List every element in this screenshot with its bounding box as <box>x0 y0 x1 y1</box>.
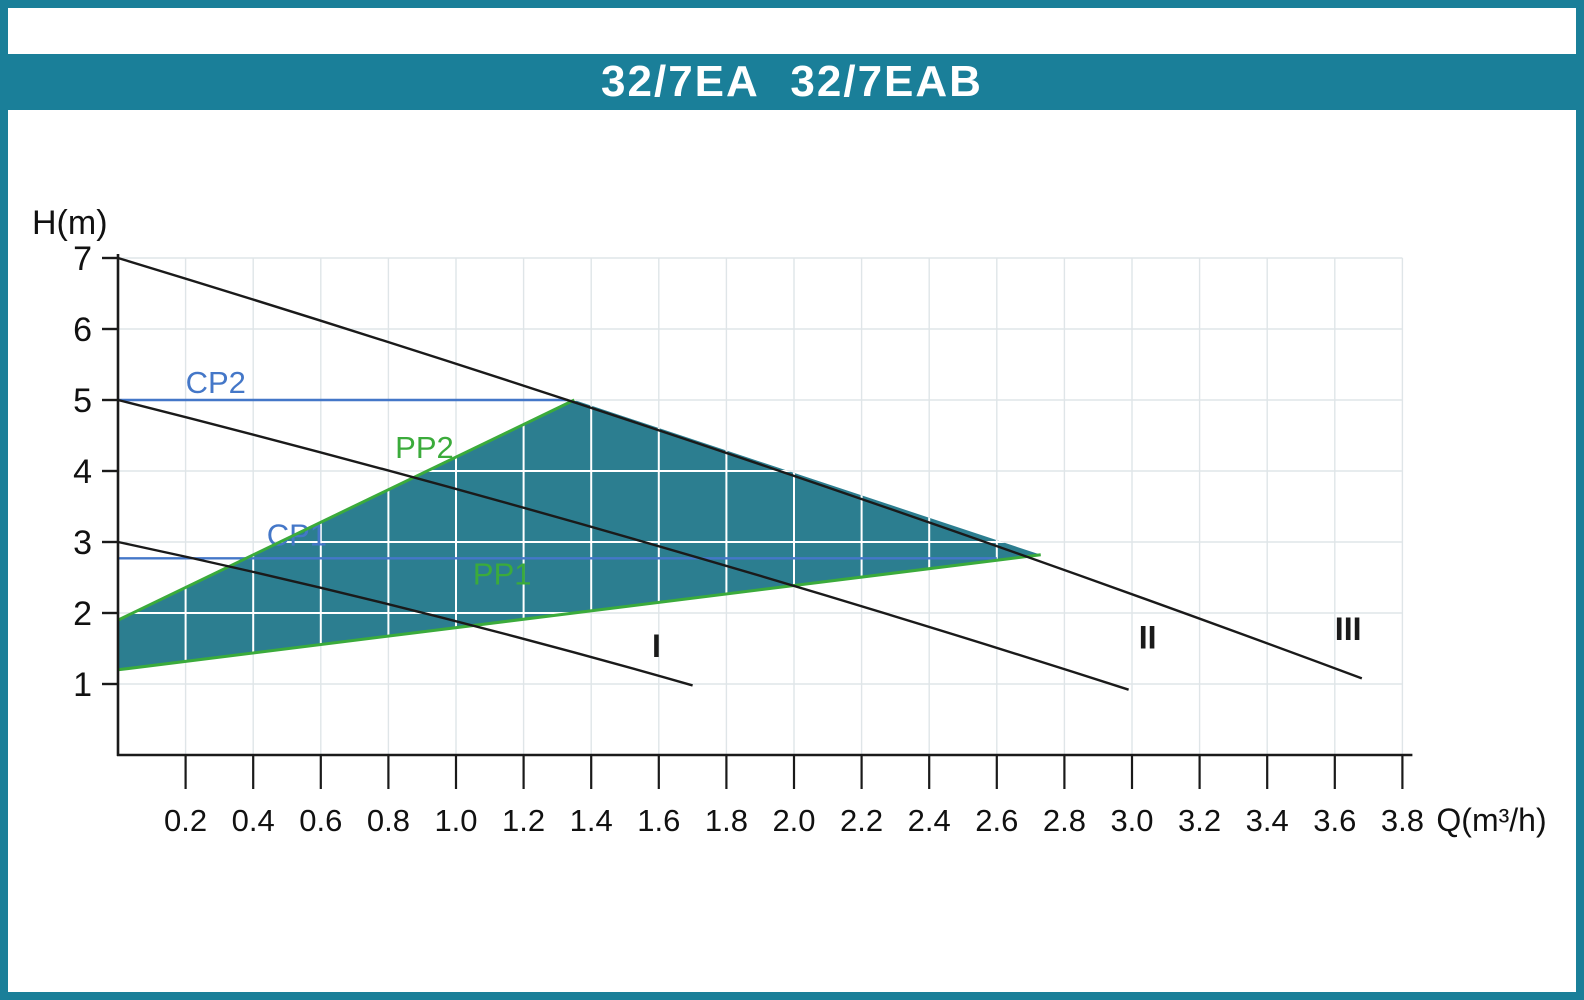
x-tick-label: 1.4 <box>570 803 613 838</box>
x-tick-label: 0.4 <box>232 803 275 838</box>
proportional-line-label-PP1: PP1 <box>473 557 532 592</box>
title-bar: 32/7EA 32/7EAB <box>8 54 1576 110</box>
speed-curve-label-III: III <box>1335 611 1362 647</box>
x-axis-ticks: 0.2 0.4 0.6 0.8 1.0 1.2 1.4 1.6 1.8 2.0 2.2 2.4 2.6 2… <box>164 755 1424 838</box>
x-tick-label: 2.0 <box>772 803 815 838</box>
y-tick-label: 2 <box>73 595 92 633</box>
proportional-line-PP2 <box>117 398 575 622</box>
y-tick-label: 1 <box>73 666 92 704</box>
y-tick-label: 3 <box>73 524 92 562</box>
x-tick-label: 1.8 <box>705 803 748 838</box>
x-tick-label: 3.8 <box>1381 803 1424 838</box>
x-tick-label: 2.2 <box>840 803 883 838</box>
x-tick-label: 0.6 <box>299 803 342 838</box>
operating-region <box>118 400 1041 670</box>
x-tick-label: 1.2 <box>502 803 545 838</box>
control-line-label-CP2: CP2 <box>186 365 246 400</box>
y-axis-ticks: 1 2 3 4 5 6 7 <box>73 240 118 704</box>
proportional-line-PP1 <box>117 553 1041 672</box>
x-axis-title: Q(m³/h) <box>1436 802 1546 838</box>
speed-curve-I <box>117 540 693 687</box>
proportional-line-label-PP2: PP2 <box>395 430 454 465</box>
x-tick-label: 2.8 <box>1043 803 1086 838</box>
x-tick-label: 0.8 <box>367 803 410 838</box>
y-tick-label: 6 <box>73 311 92 349</box>
x-tick-label: 3.2 <box>1178 803 1221 838</box>
speed-curve-label-I: I <box>652 628 661 664</box>
y-axis-title: H(m) <box>32 204 108 242</box>
x-tick-label: 2.4 <box>908 803 951 838</box>
x-tick-label: 1.0 <box>434 803 477 838</box>
x-tick-label: 3.6 <box>1313 803 1356 838</box>
x-tick-label: 3.4 <box>1246 803 1289 838</box>
speed-curve-label-II: II <box>1139 620 1157 656</box>
speed-curve-III <box>117 256 1363 680</box>
x-tick-label: 1.6 <box>637 803 680 838</box>
x-tick-label: 3.0 <box>1110 803 1153 838</box>
y-tick-label: 5 <box>73 382 92 420</box>
chart-title: 32/7EA 32/7EAB <box>601 57 983 106</box>
x-tick-label: 0.2 <box>164 803 207 838</box>
y-tick-label: 7 <box>73 240 92 278</box>
x-tick-label: 2.6 <box>975 803 1018 838</box>
speed-curve-II <box>117 398 1129 691</box>
y-tick-label: 4 <box>73 453 92 491</box>
